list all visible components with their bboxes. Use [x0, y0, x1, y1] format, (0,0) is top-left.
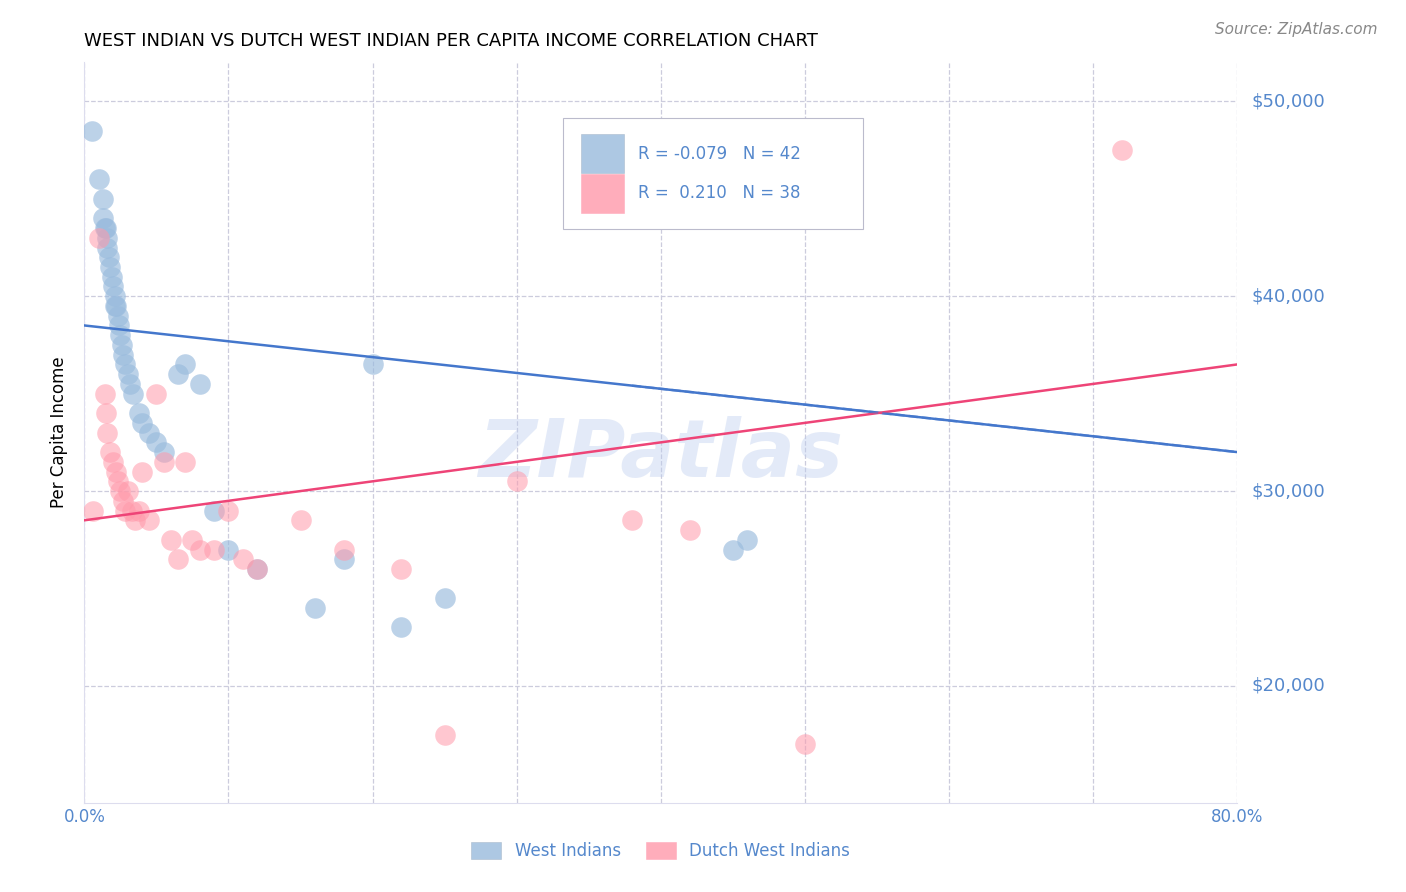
Point: [218, 503, 240, 517]
Point: [152, 455, 174, 469]
Point: [128, 406, 150, 420]
Point: [120, 376, 142, 391]
Point: [167, 367, 190, 381]
Point: [218, 542, 240, 557]
Point: [152, 445, 174, 459]
Point: [94, 406, 117, 420]
Point: [361, 358, 384, 372]
Point: [304, 601, 326, 615]
Y-axis label: Per Capita Income: Per Capita Income: [51, 357, 69, 508]
Point: [188, 542, 211, 557]
Point: [145, 435, 167, 450]
Point: [232, 552, 254, 566]
Point: [111, 338, 134, 352]
Text: Source: ZipAtlas.com: Source: ZipAtlas.com: [1215, 22, 1378, 37]
Point: [679, 523, 702, 537]
Point: [114, 503, 136, 517]
Point: [91, 211, 114, 226]
Point: [621, 513, 644, 527]
Point: [93, 386, 115, 401]
Point: [82, 503, 104, 517]
Point: [87, 231, 110, 245]
Point: [105, 299, 128, 313]
Point: [112, 493, 135, 508]
Text: $30,000: $30,000: [1251, 482, 1324, 500]
Point: [181, 533, 204, 547]
FancyBboxPatch shape: [581, 135, 624, 173]
Point: [94, 221, 117, 235]
Point: [107, 309, 129, 323]
Point: [506, 475, 529, 489]
FancyBboxPatch shape: [581, 174, 624, 212]
Text: R =  0.210   N = 38: R = 0.210 N = 38: [638, 185, 800, 202]
Point: [174, 358, 197, 372]
Text: ZIPatlas: ZIPatlas: [478, 416, 844, 494]
Point: [794, 737, 817, 751]
Point: [188, 376, 211, 391]
Point: [105, 465, 128, 479]
Legend: West Indians, Dutch West Indians: West Indians, Dutch West Indians: [463, 834, 859, 869]
Point: [128, 503, 150, 517]
Point: [124, 513, 146, 527]
Point: [104, 299, 127, 313]
Point: [96, 240, 118, 254]
Point: [433, 591, 456, 606]
Point: [145, 386, 167, 401]
Point: [110, 484, 132, 499]
Point: [121, 503, 143, 517]
Point: [98, 445, 121, 459]
Text: $20,000: $20,000: [1251, 677, 1324, 695]
Point: [96, 425, 118, 440]
Point: [110, 328, 132, 343]
Point: [160, 533, 183, 547]
Point: [114, 358, 136, 372]
FancyBboxPatch shape: [562, 118, 863, 229]
Point: [108, 318, 131, 333]
Point: [138, 513, 160, 527]
Point: [97, 250, 120, 264]
Point: [131, 465, 153, 479]
Point: [391, 562, 413, 576]
Point: [202, 503, 225, 517]
Point: [138, 425, 160, 440]
Point: [98, 260, 121, 274]
Point: [246, 562, 269, 576]
Point: [202, 542, 225, 557]
Point: [117, 367, 139, 381]
Point: [391, 620, 413, 634]
Point: [246, 562, 269, 576]
Point: [1111, 143, 1133, 157]
Text: $40,000: $40,000: [1251, 287, 1324, 305]
Point: [117, 484, 139, 499]
Point: [131, 416, 153, 430]
Point: [174, 455, 197, 469]
Point: [107, 475, 129, 489]
Text: $50,000: $50,000: [1251, 93, 1324, 111]
Point: [737, 533, 759, 547]
Point: [80, 123, 103, 137]
Point: [91, 192, 114, 206]
Point: [167, 552, 190, 566]
Point: [721, 542, 744, 557]
Point: [433, 728, 456, 742]
Text: WEST INDIAN VS DUTCH WEST INDIAN PER CAPITA INCOME CORRELATION CHART: WEST INDIAN VS DUTCH WEST INDIAN PER CAP…: [84, 32, 818, 50]
Point: [122, 386, 145, 401]
Point: [103, 455, 124, 469]
Point: [103, 279, 124, 293]
Point: [112, 348, 135, 362]
Point: [100, 269, 122, 284]
Point: [87, 172, 110, 186]
Point: [333, 552, 356, 566]
Point: [104, 289, 127, 303]
Text: R = -0.079   N = 42: R = -0.079 N = 42: [638, 145, 800, 162]
Point: [96, 231, 118, 245]
Point: [93, 221, 115, 235]
Point: [333, 542, 356, 557]
Point: [290, 513, 312, 527]
